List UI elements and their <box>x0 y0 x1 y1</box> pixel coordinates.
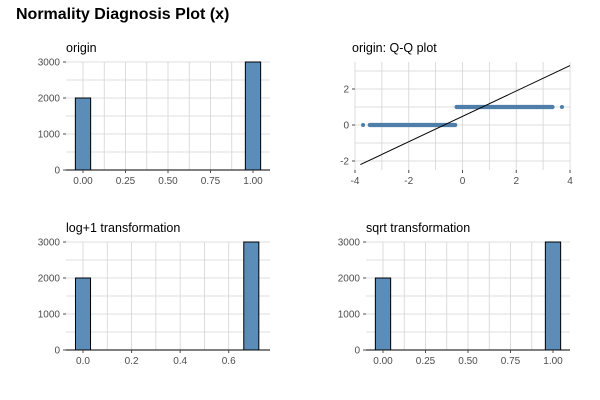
x-tick-label: 0.50 <box>158 176 178 187</box>
gridlines <box>354 62 571 170</box>
y-tick-label: 2000 <box>38 274 61 285</box>
x-tick-label: 1.00 <box>243 176 263 187</box>
y-tick-label: 2 <box>343 85 349 96</box>
y-tick-label: 0 <box>343 121 349 132</box>
qq-point <box>361 123 366 127</box>
axes: 0.00 0.25 0.50 0.75 1.00 0 1000 2000 3000 <box>338 238 563 368</box>
x-tick-label: 0.2 <box>125 356 139 367</box>
x-tick-label: -4 <box>351 176 360 187</box>
histogram-bar <box>74 97 92 171</box>
x-tick-label: 0.00 <box>373 356 393 367</box>
y-tick-label: 0 <box>54 346 60 357</box>
histogram-bar <box>374 277 392 351</box>
axes: -4 -2 0 2 4-202 <box>340 85 573 188</box>
y-tick-label: 1000 <box>338 310 361 321</box>
y-tick-label: 3000 <box>38 238 61 249</box>
y-tick-label: -2 <box>340 157 349 168</box>
bars <box>66 61 270 171</box>
x-tick-label: 0.00 <box>73 176 93 187</box>
x-tick-label: 0.75 <box>501 356 521 367</box>
bars <box>366 241 570 351</box>
x-tick-label: 0.50 <box>458 356 478 367</box>
y-tick-label: 3000 <box>338 238 361 249</box>
y-tick-label: 3000 <box>38 58 61 69</box>
x-tick-label: 0.25 <box>416 356 436 367</box>
panel-title: log+1 transformation <box>66 221 180 235</box>
y-tick-label: 0 <box>354 346 360 357</box>
qq-points <box>361 104 564 128</box>
panel-2: origin: Q-Q plot-4 -2 0 2 4-202 <box>340 41 573 187</box>
histogram-bar <box>544 241 562 351</box>
qq-reference-line <box>360 65 571 166</box>
x-tick-label: 4 <box>567 176 573 187</box>
qq-point <box>559 105 564 109</box>
histogram-bar <box>74 277 92 351</box>
x-tick-label: 2 <box>513 176 519 187</box>
x-tick-label: 0.25 <box>116 176 136 187</box>
y-tick-label: 2000 <box>338 274 361 285</box>
x-tick-label: 0.4 <box>173 356 187 367</box>
x-tick-label: 0.6 <box>222 356 236 367</box>
figure-title: Normality Diagnosis Plot (x) <box>16 6 229 23</box>
panel-3: log+1 transformation 0.0 0.2 0.4 0.6 0 1000 200… <box>38 221 270 367</box>
x-tick-label: 1.00 <box>543 356 563 367</box>
y-tick-label: 1000 <box>38 130 61 141</box>
panel-title: origin <box>66 41 97 55</box>
x-tick-label: 0 <box>460 176 466 187</box>
axes: 0.0 0.2 0.4 0.6 0 1000 2000 3000 <box>38 238 236 368</box>
y-tick-label: 0 <box>54 166 60 177</box>
panel-title: origin: Q-Q plot <box>352 41 437 55</box>
panel-1: origin 0.00 0.25 0.50 0.75 1.00 0 1000 2000 3000 <box>38 41 270 187</box>
y-tick-label: 2000 <box>38 94 61 105</box>
y-tick-label: 1000 <box>38 310 61 321</box>
x-tick-label: -2 <box>404 176 413 187</box>
bars <box>66 241 270 351</box>
x-tick-label: 0.75 <box>201 176 221 187</box>
panel-title: sqrt transformation <box>366 221 470 235</box>
x-tick-label: 0.0 <box>76 356 90 367</box>
histogram-bar <box>243 241 260 351</box>
histogram-bar <box>244 61 262 171</box>
axes: 0.00 0.25 0.50 0.75 1.00 0 1000 2000 3000 <box>38 58 263 188</box>
